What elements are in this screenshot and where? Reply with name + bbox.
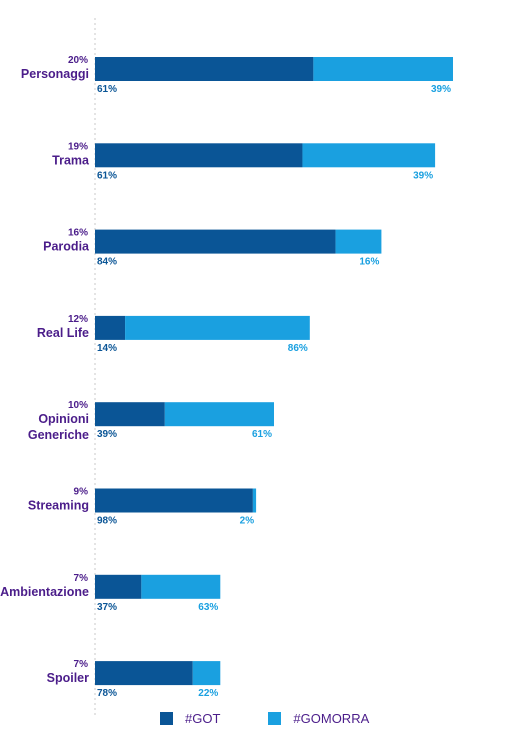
total-label-spoiler: 7% [74, 659, 89, 670]
pct-gomorra-ambientazione: 63% [198, 602, 218, 613]
bar-gomorra-personaggi [313, 57, 453, 81]
total-label-real-life: 12% [68, 314, 88, 325]
pct-gomorra-real-life: 86% [288, 343, 308, 354]
bar-got-spoiler [95, 661, 193, 686]
category-label-opinioni-generiche: Opinioni [38, 412, 89, 426]
total-label-personaggi: 20% [68, 55, 88, 66]
pct-got-spoiler: 78% [97, 688, 117, 699]
total-label-streaming: 9% [74, 487, 89, 498]
pct-got-opinioni-generiche: 39% [97, 429, 117, 440]
total-label-parodia: 16% [68, 228, 88, 239]
category-label-real-life: Real Life [37, 326, 89, 340]
category-label-spoiler: Spoiler [47, 671, 90, 685]
legend-item-got: #GOT [160, 711, 220, 726]
pct-got-trama: 61% [97, 170, 117, 181]
legend-item-gomorra: #GOMORRA [268, 711, 369, 726]
category-label-personaggi: Personaggi [21, 67, 89, 81]
pct-gomorra-opinioni-generiche: 61% [252, 429, 272, 440]
total-label-trama: 19% [68, 141, 88, 152]
bar-got-real-life [95, 315, 126, 340]
total-label-ambientazione: 7% [74, 573, 89, 584]
legend-swatch-got [160, 712, 173, 725]
bar-gomorra-spoiler [192, 661, 221, 686]
legend-label-got: #GOT [185, 711, 221, 726]
category-label-streaming: Streaming [28, 499, 89, 513]
bar-got-opinioni-generiche [95, 402, 165, 427]
bar-got-trama [95, 143, 303, 168]
bar-gomorra-parodia [335, 229, 382, 254]
bar-got-streaming [95, 488, 253, 513]
legend-label-gomorra: #GOMORRA [293, 711, 370, 726]
bar-gomorra-opinioni-generiche [164, 402, 274, 427]
category-label-parodia: Parodia [43, 240, 90, 254]
bar-gomorra-streaming [252, 488, 257, 513]
legend-swatch-gomorra [268, 712, 282, 725]
pct-gomorra-streaming: 2% [240, 516, 255, 527]
bar-got-parodia [95, 229, 336, 254]
bar-got-personaggi [95, 57, 314, 81]
pct-gomorra-personaggi: 39% [431, 84, 451, 95]
pct-got-personaggi: 61% [97, 84, 117, 95]
bar-got-ambientazione [95, 574, 142, 599]
category-label-trama: Trama [52, 153, 90, 167]
total-label-opinioni-generiche: 10% [68, 400, 88, 411]
bar-gomorra-real-life [125, 315, 310, 340]
pct-gomorra-parodia: 16% [359, 257, 379, 268]
pct-got-parodia: 84% [97, 257, 117, 268]
pct-gomorra-spoiler: 22% [198, 688, 218, 699]
pct-got-ambientazione: 37% [97, 602, 117, 613]
legend: #GOT #GOMORRA [160, 711, 417, 726]
pct-got-real-life: 14% [97, 343, 117, 354]
bar-gomorra-ambientazione [141, 574, 221, 599]
pct-gomorra-trama: 39% [413, 170, 433, 181]
category-label-opinioni-generiche: Generiche [28, 428, 89, 442]
bar-gomorra-trama [302, 143, 436, 168]
category-label-ambientazione: Ambientazione [0, 585, 89, 599]
pct-got-streaming: 98% [97, 516, 117, 527]
